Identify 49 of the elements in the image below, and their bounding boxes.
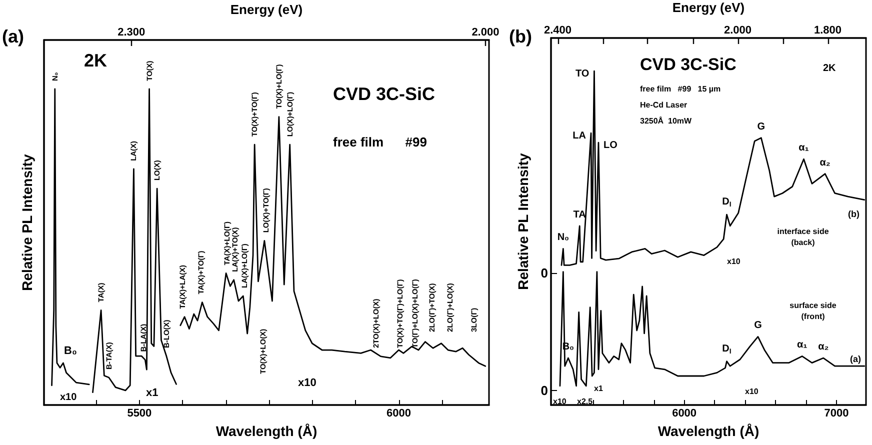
text: 2K bbox=[84, 50, 108, 70]
annotation: N₀ bbox=[557, 232, 570, 244]
x-axis-title: Wavelength (Å) bbox=[658, 422, 760, 439]
x2-axis-title: Energy (eV) bbox=[230, 2, 303, 17]
x2-tick-label: 2.000 bbox=[724, 24, 752, 36]
annotation: (b) bbox=[848, 209, 860, 219]
text: free film #99 bbox=[333, 134, 427, 150]
y-tick-label: 0 bbox=[540, 265, 548, 280]
annotation: TA bbox=[573, 209, 586, 220]
text: CVD 3C-SiC bbox=[640, 55, 736, 74]
annotation: x2.5 bbox=[577, 397, 594, 406]
annotation: x10 bbox=[298, 377, 316, 389]
x2-tick-label: 2.300 bbox=[118, 26, 146, 38]
annotation: x1 bbox=[594, 384, 604, 393]
x2-tick-label: 2.000 bbox=[472, 26, 500, 38]
annotation: G bbox=[757, 121, 766, 132]
annotation: TO bbox=[576, 68, 590, 80]
x-tick-label: 6000 bbox=[386, 408, 411, 420]
x2-axis-title: Energy (eV) bbox=[672, 0, 745, 15]
chart-title: CVD 3C-SiC bbox=[333, 84, 436, 104]
annotation: x1 bbox=[146, 387, 158, 399]
annotation: α₂ bbox=[820, 157, 830, 168]
annotation: x10 bbox=[727, 257, 741, 266]
text: free film #99 15 µm He-Cd Laser 3250Å 10mW bbox=[640, 84, 721, 126]
annotation: (a) bbox=[850, 354, 861, 364]
annotation: B₀ bbox=[64, 345, 77, 357]
annotation: LA bbox=[572, 130, 586, 142]
annotation: G bbox=[754, 320, 762, 332]
annotation: 2K bbox=[823, 63, 837, 74]
y-tick-label: 0 bbox=[540, 382, 548, 398]
x-tick-label: 6000 bbox=[672, 408, 697, 420]
x-tick-label: 7000 bbox=[824, 408, 849, 420]
x2-tick-label: 1.800 bbox=[814, 24, 842, 36]
text: (a) bbox=[2, 26, 24, 46]
x2-tick-label: 2.400 bbox=[544, 24, 572, 36]
annotation: α₂ bbox=[818, 342, 829, 353]
annotation: α₁ bbox=[798, 142, 809, 154]
x-tick-label: 5500 bbox=[127, 408, 152, 420]
annotation: α₁ bbox=[796, 340, 808, 351]
annotation: x10 bbox=[60, 392, 78, 403]
annotation: x10 bbox=[553, 397, 567, 406]
annotation: LO bbox=[603, 140, 618, 152]
annotation: surface side (front) bbox=[790, 301, 837, 321]
x-axis-title: Wavelength (Å) bbox=[216, 422, 318, 439]
y-axis-title: Relative PL Intensity bbox=[514, 152, 531, 290]
annotation: x10 bbox=[745, 387, 759, 396]
annotation: interface side (back) bbox=[777, 227, 830, 247]
text: (b) bbox=[509, 26, 532, 46]
y-axis-title: Relative PL Intensity bbox=[19, 154, 35, 291]
